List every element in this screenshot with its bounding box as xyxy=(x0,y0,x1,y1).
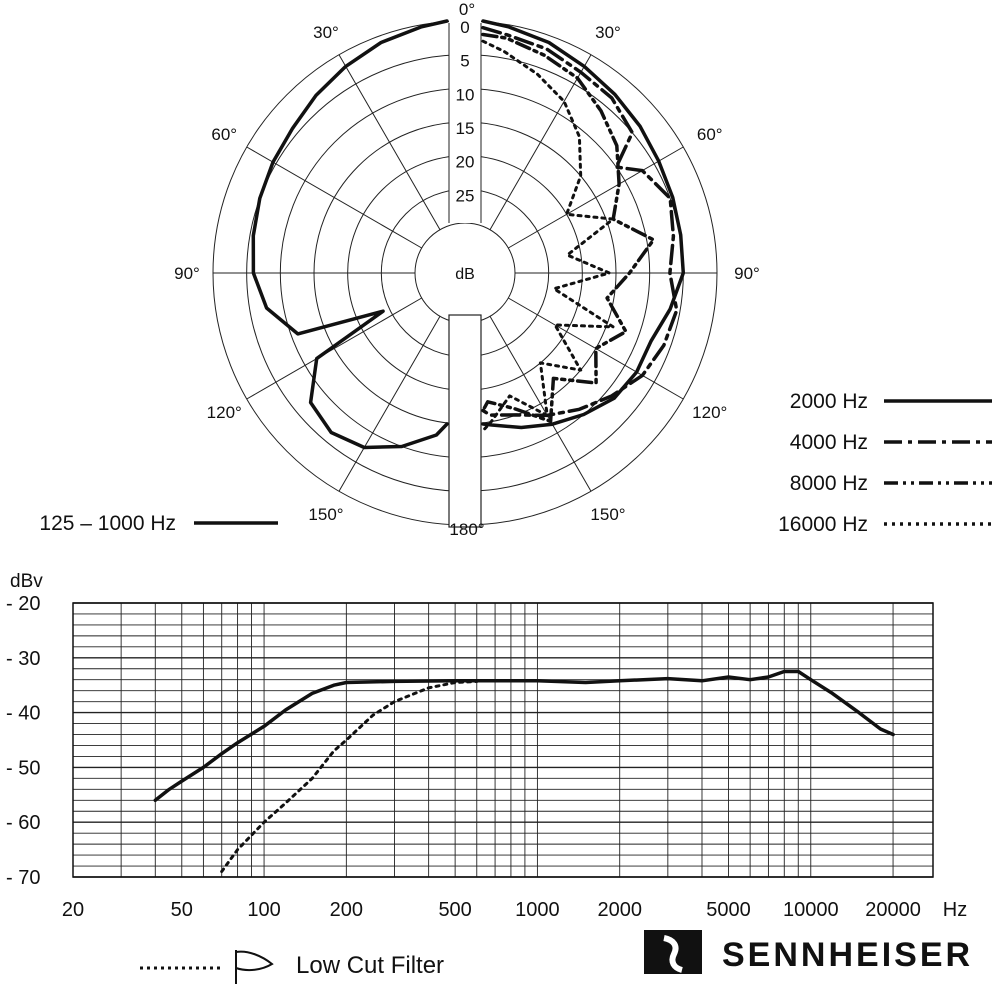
polar-angle-label-right: 60° xyxy=(697,125,723,144)
sennheiser-logo: SENNHEISER xyxy=(644,930,973,974)
freq-x-tick-label: 20 xyxy=(62,899,84,921)
polar-angle-label-bottom: 180° xyxy=(449,520,484,539)
polar-angle-label-left: 60° xyxy=(211,125,237,144)
freq-series-low-cut xyxy=(220,679,479,873)
low-cut-icon-shape xyxy=(235,950,274,972)
legend-label-low-cut-filter: Low Cut Filter xyxy=(296,952,444,979)
polar-series-8000-hz xyxy=(481,32,656,424)
freq-x-unit-label: Hz xyxy=(943,899,967,921)
legend-label-2000-hz: 2000 Hz xyxy=(790,390,868,413)
polar-radial-tick-label: 10 xyxy=(456,85,475,104)
legend-label-16000-hz: 16000 Hz xyxy=(778,513,868,536)
polar-spoke xyxy=(489,54,592,230)
polar-angle-label-right: 90° xyxy=(734,264,760,283)
freq-y-axis-label: dBv xyxy=(10,571,43,592)
polar-spoke xyxy=(246,146,422,249)
polar-radial-tick-label: 15 xyxy=(456,119,475,138)
polar-radial-tick-label: 25 xyxy=(456,186,475,205)
polar-angle-label-left: 120° xyxy=(207,403,242,422)
freq-y-tick-label: - 60 xyxy=(6,812,40,834)
logo-mark-stroke xyxy=(663,935,683,973)
low-cut-filter-icon xyxy=(235,950,274,984)
freq-x-tick-label: 500 xyxy=(438,899,471,921)
polar-angle-label-left: 150° xyxy=(308,505,343,524)
polar-radial-tick-label: 5 xyxy=(460,52,469,71)
freq-x-tick-label: 20000 xyxy=(865,899,921,921)
freq-plot-frame xyxy=(72,602,934,878)
polar-series-16000-hz xyxy=(481,39,615,433)
polar-angle-label-left: 30° xyxy=(313,23,339,42)
polar-radial-tick-label: 20 xyxy=(456,153,475,172)
freq-x-tick-label: 5000 xyxy=(706,899,751,921)
freq-x-tick-label: 100 xyxy=(247,899,280,921)
freq-x-tick-label: 50 xyxy=(171,899,193,921)
polar-spoke xyxy=(489,316,592,492)
polar-radial-tick-label: 0 xyxy=(460,18,469,37)
polar-angle-label-left: 90° xyxy=(174,264,200,283)
polar-series-125-1000-hz xyxy=(251,19,449,450)
legend-label-8000-hz: 8000 Hz xyxy=(790,472,868,495)
polar-spoke xyxy=(338,54,441,230)
polar-spoke xyxy=(246,297,422,400)
legend-label-125-1000hz: 125 – 1000 Hz xyxy=(39,512,176,535)
polar-series-2000-hz xyxy=(481,19,686,430)
freq-x-tick-label: 10000 xyxy=(783,899,839,921)
freq-x-tick-label: 200 xyxy=(330,899,363,921)
polar-angle-label-right: 30° xyxy=(595,23,621,42)
polar-spoke xyxy=(508,146,684,249)
polar-pattern-chart: 0 5 10 15 20 25 dB 0° 180° 30° 30° 60° 60° 90° 90° 120°… xyxy=(39,0,992,539)
freq-y-tick-label: - 70 xyxy=(6,867,40,889)
frequency-response-chart: dBv Hz - 20 - 30 - 40 - 50 - 60 - 70 20 50 100 200 5… xyxy=(6,571,967,984)
polar-angle-label-right: 150° xyxy=(590,505,625,524)
polar-center-label: dB xyxy=(455,266,475,283)
freq-y-tick-label: - 50 xyxy=(6,757,40,779)
polar-top-channel xyxy=(449,19,481,223)
freq-y-tick-label: - 20 xyxy=(6,593,40,615)
freq-series-response xyxy=(153,669,895,803)
brand-name: SENNHEISER xyxy=(722,936,973,974)
polar-angle-label-top: 0° xyxy=(459,0,475,19)
freq-y-tick-label: - 40 xyxy=(6,703,40,725)
polar-series-4000-hz xyxy=(481,25,679,418)
polar-angle-label-right: 120° xyxy=(692,403,727,422)
legend-label-4000-hz: 4000 Hz xyxy=(790,431,868,454)
freq-y-tick-label: - 30 xyxy=(6,648,40,670)
freq-x-tick-label: 2000 xyxy=(597,899,642,921)
freq-x-tick-label: 1000 xyxy=(515,899,560,921)
polar-spoke xyxy=(338,316,441,492)
polar-bottom-channel xyxy=(448,314,482,528)
